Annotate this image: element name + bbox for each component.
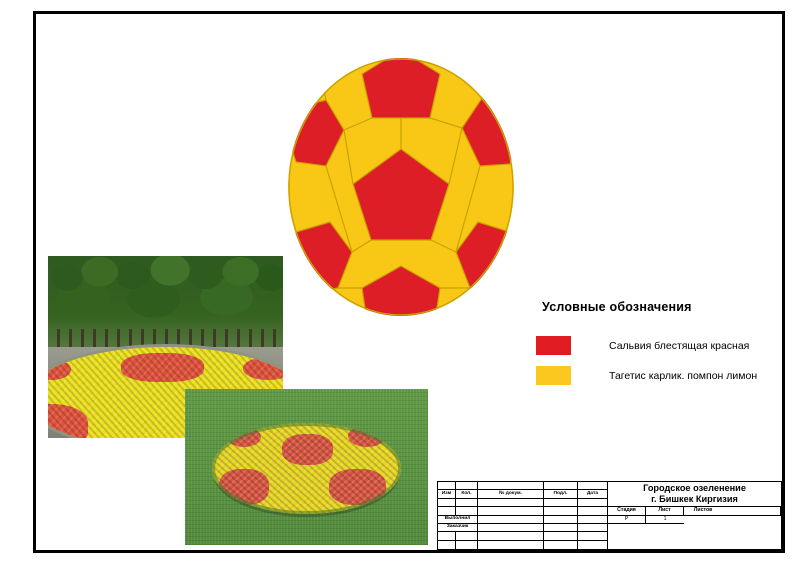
photo-bed-red-patch-right: [243, 357, 283, 380]
legend-title: Условные обозначения: [542, 300, 692, 314]
stamp-cell-r4c5: [578, 507, 608, 516]
legend-item-salvia: Сальвия блестящая красная: [536, 336, 786, 355]
render-bed-red-top-right: [348, 425, 387, 447]
legend-swatch-yellow: [536, 366, 571, 385]
stamp-cell-r4c2: [456, 507, 478, 516]
stamp-cell-r3c3: [478, 498, 544, 508]
stamp-cell-r4c4: [544, 507, 578, 516]
stamp-cell-r6c3: [478, 523, 544, 533]
render-bed-border: [212, 423, 402, 513]
stamp-cell-r1c1: [438, 482, 456, 491]
stamp-meta-value-list: Р: [608, 515, 647, 524]
render-flower-bed-circle: [211, 423, 402, 514]
render-bed-texture: [211, 423, 402, 514]
stamp-project-title-line1: Городское озеленение: [643, 482, 746, 493]
stamp-meta-header-stadia: Стадия: [608, 507, 647, 516]
legend-item-tagetes: Тагетис карлик. помпон лимон: [536, 366, 786, 385]
stamp-cell-r1c5: [578, 482, 608, 491]
render-bed-red-top-left: [226, 426, 261, 447]
stamp-header-izm: Изм: [438, 490, 456, 499]
stamp-cell-r4c1: [438, 507, 456, 516]
stamp-meta-header-listov: Листов: [684, 507, 723, 516]
stamp-cell-r6c4: [544, 523, 578, 533]
stamp-cell-r8c5: [578, 540, 608, 549]
legend-swatch-red: [536, 336, 571, 355]
legend-label-salvia: Сальвия блестящая красная: [609, 339, 750, 352]
stamp-cell-r1c3: [478, 482, 544, 491]
stamp-cell-r8c4: [544, 540, 578, 549]
render-bed-red-lower-left: [219, 468, 269, 505]
legend-label-tagetes: Тагетис карлик. помпон лимон: [609, 369, 758, 382]
stamp-meta-panel: Стадия Лист Листов Р 1: [608, 507, 781, 549]
stamp-cell-r1c2: [456, 482, 478, 491]
photo-bed-red-patch-left: [48, 359, 72, 380]
stamp-header-nomer-dokum: № докум.: [478, 490, 544, 499]
stamp-cell-r8c2: [456, 540, 478, 549]
stamp-cell-r3c4: [544, 498, 578, 508]
stamp-meta-blank-bottom: [608, 524, 722, 549]
stamp-cell-r4c3: [478, 507, 544, 516]
stamp-cell-r7c5: [578, 532, 608, 541]
render-bed-red-lower-right: [329, 468, 387, 505]
stamp-cell-r3c2: [456, 498, 478, 508]
stamp-cell-r7c4: [544, 532, 578, 541]
render-bed-red-center: [281, 434, 334, 465]
stamp-project-title-line2: г. Бишкек Киргизия: [651, 494, 738, 505]
stamp-cell-r7c2: [456, 532, 478, 541]
stamp-cell-r3c1: [438, 498, 456, 508]
stamp-header-data: Дата: [578, 490, 608, 499]
stamp-cell-r8c1: [438, 540, 456, 549]
title-block: Городское озеленение г. Бишкек Киргизия …: [437, 481, 782, 550]
stamp-meta-value-stadia: [722, 507, 781, 516]
stamp-header-kol: Кол.: [456, 490, 478, 499]
stamp-cell-r1c4: [544, 482, 578, 491]
stamp-cell-r3c5: [578, 498, 608, 508]
stamp-cell-r5c5: [578, 515, 608, 524]
stamp-cell-r8c3: [478, 540, 544, 549]
legend: Условные обозначения Сальвия блестящая к…: [536, 300, 786, 396]
stamp-cell-r7c3: [478, 532, 544, 541]
stamp-cell-r5c3: [478, 515, 544, 524]
stamp-row-label-zakazchik: Заказчик: [438, 523, 478, 533]
stamp-cell-r6c5: [578, 523, 608, 533]
render-flowerbed-3d: [185, 389, 428, 545]
stamp-cell-r5c4: [544, 515, 578, 524]
stamp-meta-value-listov: 1: [646, 516, 685, 524]
stamp-row-label-vypolnil: Выполнил: [438, 515, 478, 524]
stamp-cell-r7c1: [438, 532, 456, 541]
soccer-ball-illustration: [288, 56, 518, 318]
stamp-header-podl: Подл.: [544, 490, 578, 499]
stamp-project-title: Городское озеленение г. Бишкек Киргизия: [608, 482, 781, 508]
stamp-meta-header-list: Лист: [646, 507, 685, 516]
